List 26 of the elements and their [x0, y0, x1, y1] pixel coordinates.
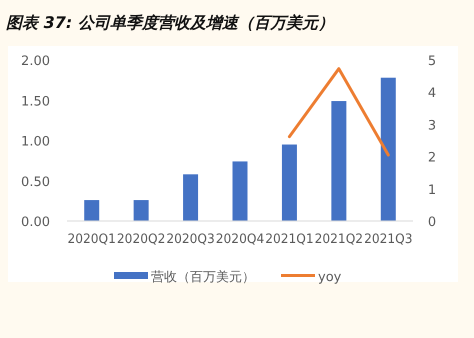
- x-tick-label: 2021Q2: [314, 232, 366, 247]
- x-tick-label: 2020Q4: [216, 232, 268, 247]
- bar: [134, 200, 149, 221]
- x-tick-label: 2021Q1: [265, 232, 317, 247]
- y-tick-label: 0.00: [21, 215, 50, 230]
- x-tick-label: 2021Q3: [364, 232, 416, 247]
- y2-tick-label: 2: [428, 150, 436, 166]
- bar: [232, 161, 248, 221]
- y2-tick-label: 4: [428, 86, 436, 102]
- y-tick-label: 1.00: [21, 134, 50, 150]
- x-tick-label: 2020Q3: [166, 232, 218, 247]
- y2-tick-label: 5: [428, 54, 436, 69]
- bar: [84, 200, 100, 221]
- chart-title: 图表 37: 公司单季度营收及增速（百万美元）: [6, 13, 334, 32]
- bar: [331, 101, 346, 221]
- y2-tick-label: 1: [428, 182, 436, 198]
- y2-tick-label: 0: [428, 215, 436, 230]
- legend-label: yoy: [318, 270, 342, 285]
- bar: [380, 78, 396, 221]
- bar: [183, 174, 198, 221]
- y-tick-label: 0.50: [21, 174, 50, 190]
- bar: [282, 144, 297, 221]
- y-tick-label: 1.50: [21, 94, 50, 110]
- y-tick-label: 2.00: [21, 54, 50, 69]
- legend-label: 营收（百万美元）: [151, 269, 255, 285]
- y2-tick-label: 3: [428, 118, 436, 134]
